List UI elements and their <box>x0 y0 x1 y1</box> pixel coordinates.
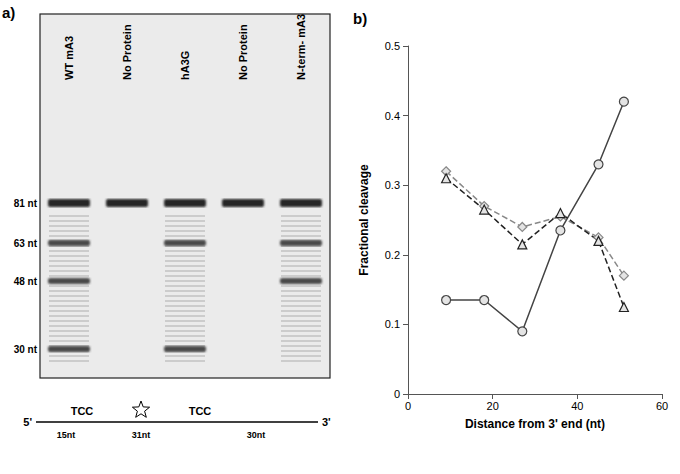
svg-text:0.4: 0.4 <box>385 110 400 122</box>
svg-text:20: 20 <box>487 400 499 412</box>
svg-text:3': 3' <box>322 416 331 428</box>
svg-text:0.1: 0.1 <box>385 318 400 330</box>
svg-text:No Protein: No Protein <box>121 24 133 80</box>
svg-text:hA3G: hA3G <box>179 51 191 80</box>
svg-text:0.3: 0.3 <box>385 179 400 191</box>
svg-text:0.2: 0.2 <box>385 249 400 261</box>
svg-text:No Protein: No Protein <box>237 24 249 80</box>
svg-text:WT mA3: WT mA3 <box>63 36 75 80</box>
svg-text:0.5: 0.5 <box>385 40 400 52</box>
svg-text:60: 60 <box>656 400 668 412</box>
svg-text:5': 5' <box>23 416 32 428</box>
svg-text:0: 0 <box>405 400 411 412</box>
svg-text:30nt: 30nt <box>247 430 266 440</box>
svg-text:b): b) <box>353 10 367 27</box>
svg-text:63 nt: 63 nt <box>14 238 38 249</box>
svg-text:0: 0 <box>394 388 400 400</box>
svg-text:48 nt: 48 nt <box>14 276 38 287</box>
svg-text:15nt: 15nt <box>57 430 76 440</box>
svg-text:TCC: TCC <box>189 405 212 417</box>
svg-text:30 nt: 30 nt <box>14 344 38 355</box>
svg-text:a): a) <box>2 4 15 21</box>
svg-text:81 nt: 81 nt <box>14 198 38 209</box>
svg-text:TCC: TCC <box>71 405 94 417</box>
svg-text:Fractional cleavage: Fractional cleavage <box>357 164 371 276</box>
svg-text:N-term- mA3: N-term- mA3 <box>295 14 307 80</box>
svg-text:31nt: 31nt <box>132 430 151 440</box>
svg-text:40: 40 <box>571 400 583 412</box>
svg-text:Distance from 3' end (nt): Distance from 3' end (nt) <box>465 417 605 431</box>
